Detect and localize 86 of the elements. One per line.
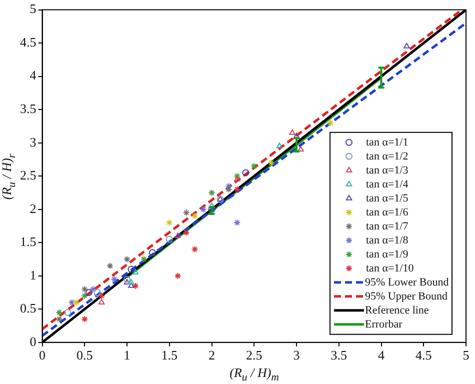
x-tick-label: 2.5: [246, 348, 262, 363]
point: [94, 289, 101, 296]
point: [289, 129, 296, 135]
legend-label: 95% Lower Bound: [365, 276, 450, 288]
legend-label: tan α=1/5: [366, 192, 409, 204]
point: [234, 172, 241, 180]
point: [90, 286, 97, 293]
point: [293, 132, 300, 138]
point: [191, 212, 198, 220]
point: [182, 229, 190, 236]
y-tick-label: 0: [30, 334, 36, 349]
point: [128, 266, 135, 273]
y-tick-label: 0.5: [20, 300, 36, 316]
point: [174, 272, 182, 280]
point: [132, 282, 139, 290]
legend-label: tan α=1/7: [366, 220, 409, 232]
point: [56, 308, 63, 316]
point: [208, 206, 216, 213]
point: [128, 279, 134, 285]
legend-label: tan α=1/3: [366, 164, 409, 176]
point: [234, 176, 240, 182]
point: [81, 292, 88, 300]
legend-label: tan α=1/6: [366, 206, 409, 218]
y-tick-label: 4: [30, 68, 37, 83]
point: [140, 256, 148, 263]
point: [56, 316, 63, 323]
legend-label: tan α=1/2: [366, 150, 408, 162]
point: [124, 276, 130, 283]
legend-label: tan α=1/4: [366, 178, 409, 190]
point: [404, 42, 410, 48]
point: [128, 282, 134, 288]
point: [98, 298, 105, 304]
x-tick-label: 0.5: [76, 348, 93, 363]
legend-label: 95% Upper Bound: [365, 290, 448, 302]
legend-label: tan α=1/1: [366, 136, 408, 148]
y-tick-label: 3: [30, 134, 36, 150]
x-tick-label: 4.5: [416, 348, 432, 363]
point: [124, 279, 130, 285]
point: [166, 236, 173, 243]
point: [208, 189, 216, 196]
point: [208, 202, 215, 208]
legend-label: tan α=1/10: [366, 262, 414, 274]
point: [326, 119, 334, 126]
point: [106, 262, 114, 270]
point: [148, 249, 156, 256]
point: [132, 269, 139, 275]
y-tick-label: 5: [30, 1, 36, 16]
y-tick-label: 3.5: [20, 101, 36, 116]
point: [182, 209, 190, 216]
point: [250, 162, 258, 170]
point: [124, 256, 130, 263]
point: [268, 159, 275, 166]
legend-label: tan α=1/8: [366, 234, 409, 246]
point: [200, 206, 207, 213]
legend-label: Errorbar: [365, 318, 403, 330]
x-tick-label: 3.5: [330, 348, 347, 363]
point: [298, 146, 304, 152]
y-tick-label: 4.5: [20, 34, 36, 50]
x-tick-label: 2: [208, 348, 215, 363]
point: [166, 219, 173, 226]
point: [81, 286, 88, 293]
legend-label: tan α=1/9: [366, 248, 409, 260]
point: [72, 298, 80, 306]
x-tick-label: 1.5: [161, 348, 178, 363]
point: [85, 289, 92, 296]
y-tick-label: 1.5: [20, 234, 36, 250]
x-tick-label: 1: [124, 348, 130, 363]
point: [191, 246, 198, 253]
y-tick-label: 2: [30, 200, 36, 216]
y-tick-label: 2.5: [20, 168, 36, 183]
x-axis-title: (R$_{u}$ / H)$_{m}$: [230, 365, 279, 384]
point: [225, 186, 232, 193]
point: [98, 292, 106, 300]
x-tick-label: 4: [378, 348, 385, 363]
x-tick-label: 5: [462, 348, 470, 363]
x-tick-label: 3: [293, 348, 300, 363]
point: [174, 232, 181, 238]
point: [276, 142, 283, 148]
legend-label: Reference line: [365, 304, 429, 316]
point: [234, 219, 241, 226]
y-tick-label: 1: [30, 267, 36, 282]
point: [242, 169, 250, 176]
point: [81, 316, 88, 323]
point: [234, 186, 241, 193]
point: [64, 308, 72, 316]
point: [110, 276, 118, 283]
